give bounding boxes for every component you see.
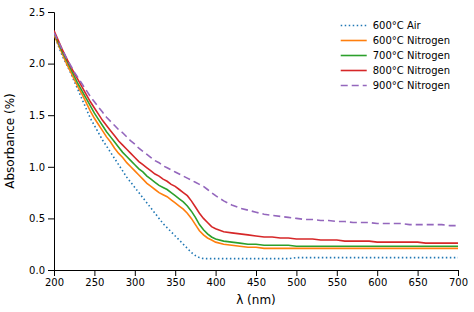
- legend-label: 800°C Nitrogen: [373, 65, 450, 76]
- tick-label: 2.0: [29, 58, 45, 69]
- axis-line: [48, 13, 55, 271]
- tick: 650: [409, 270, 428, 288]
- legend-item: 900°C Nitrogen: [341, 80, 450, 91]
- tick-label: 2.5: [29, 7, 45, 18]
- tick: 350: [166, 270, 185, 288]
- tick-label: 250: [85, 277, 104, 288]
- tick: 400: [207, 270, 226, 288]
- legend-item: 800°C Nitrogen: [341, 65, 450, 76]
- y-axis-title: Absorbance (%): [3, 93, 17, 189]
- legend-swatch: [341, 70, 367, 72]
- tick: 450: [247, 270, 266, 288]
- tick-mark: [418, 270, 419, 276]
- tick: 500: [287, 270, 306, 288]
- lines: [54, 31, 458, 259]
- tick-label: 200: [45, 277, 64, 288]
- series-line: [54, 31, 458, 244]
- legend-label: 700°C Nitrogen: [373, 50, 450, 61]
- tick-label: 350: [166, 277, 185, 288]
- axis-line: [55, 271, 459, 277]
- series-line: [54, 33, 458, 247]
- tick-label: 600: [368, 277, 387, 288]
- x-axis: 200 250 300 350 400 450 500 550 600 650 700: [45, 270, 468, 288]
- tick-label: 1.5: [29, 110, 45, 121]
- legend-swatch: [341, 40, 367, 42]
- tick-mark: [135, 270, 136, 276]
- tick: 600: [368, 270, 387, 288]
- tick-mark: [48, 115, 54, 116]
- tick: 200: [45, 270, 64, 288]
- tick-label: 1.0: [29, 162, 45, 173]
- legend-swatch: [341, 25, 367, 27]
- legend-item: 600°C Nitrogen: [341, 35, 450, 46]
- tick-mark: [48, 270, 54, 271]
- plot: 200 250 300 350 400 450 500 550 600 650 700 0.0 0.5 1…: [3, 7, 468, 307]
- legend-label: 600°C Air: [373, 20, 422, 31]
- tick: 2.0: [29, 58, 54, 69]
- tick-mark: [256, 270, 257, 276]
- tick: 250: [85, 270, 104, 288]
- tick-label: 0.5: [29, 213, 45, 224]
- series-line: [54, 35, 458, 259]
- tick-mark: [48, 64, 54, 65]
- tick-mark: [48, 12, 54, 13]
- tick-mark: [296, 270, 297, 276]
- tick-label: 500: [287, 277, 306, 288]
- tick: 2.5: [29, 7, 54, 18]
- tick-mark: [48, 218, 54, 219]
- tick-mark: [337, 270, 338, 276]
- chart: 200 250 300 350 400 450 500 550 600 650 700 0.0 0.5 1…: [0, 0, 474, 312]
- legend-label: 900°C Nitrogen: [373, 80, 450, 91]
- tick-label: 700: [449, 277, 468, 288]
- legend-item: 700°C Nitrogen: [341, 50, 450, 61]
- tick: 1.0: [29, 162, 54, 173]
- series-line: [54, 33, 458, 226]
- tick-mark: [216, 270, 217, 276]
- legend: 600°C Air 600°C Nitrogen 700°C Nitrogen 800…: [341, 20, 450, 91]
- tick: 0.0: [29, 265, 54, 276]
- tick-label: 550: [328, 277, 347, 288]
- legend-label: 600°C Nitrogen: [373, 35, 450, 46]
- tick-mark: [94, 270, 95, 276]
- x-axis-title: λ (nm): [236, 293, 276, 307]
- tick: 550: [328, 270, 347, 288]
- y-axis: 0.0 0.5 1.0 1.5 2.0 2.5: [29, 7, 54, 276]
- tick-label: 0.0: [29, 265, 45, 276]
- tick-label: 300: [126, 277, 145, 288]
- legend-item: 600°C Air: [341, 20, 422, 31]
- tick: 0.5: [29, 213, 54, 224]
- tick-mark: [377, 270, 378, 276]
- legend-swatch: [341, 85, 367, 87]
- tick-mark: [48, 167, 54, 168]
- legend-swatch: [341, 55, 367, 57]
- tick-label: 400: [207, 277, 226, 288]
- tick: 300: [126, 270, 145, 288]
- tick: 1.5: [29, 110, 54, 121]
- tick: 700: [449, 270, 468, 288]
- tick-label: 650: [409, 277, 428, 288]
- tick-mark: [458, 270, 459, 276]
- tick-label: 450: [247, 277, 266, 288]
- tick-mark: [175, 270, 176, 276]
